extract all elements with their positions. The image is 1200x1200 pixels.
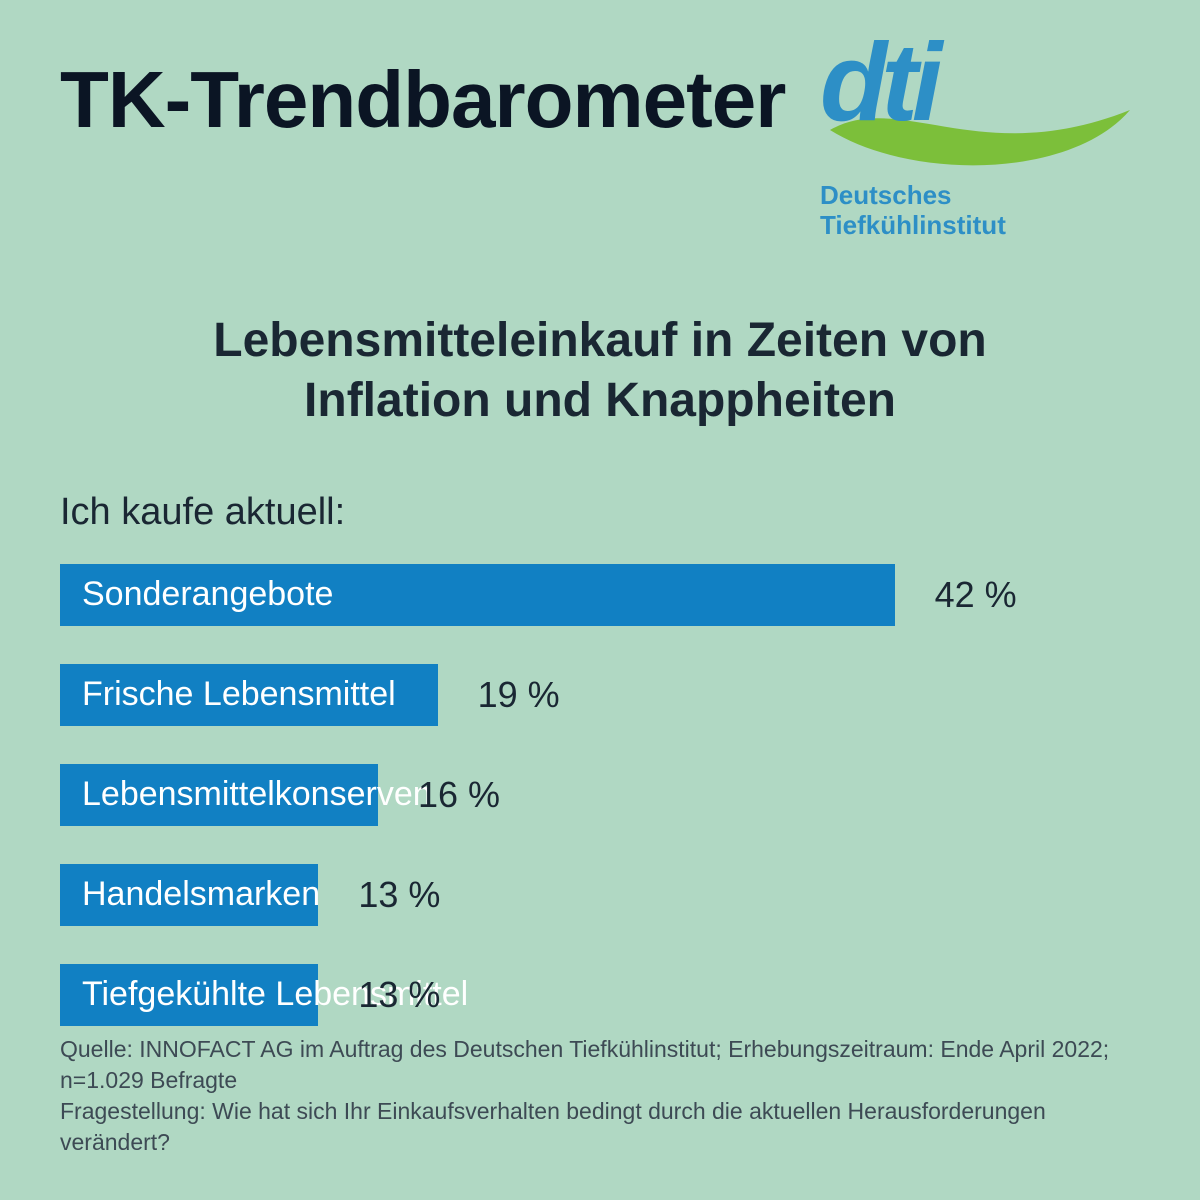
footer-line1: Quelle: INNOFACT AG im Auftrag des Deuts… bbox=[60, 1034, 1140, 1096]
logo-letters: dti bbox=[820, 30, 945, 144]
bar: Sonderangebote bbox=[60, 564, 895, 626]
dti-logo: dti Deutsches Tiefkühlinstitut bbox=[820, 30, 1140, 241]
header-row: TK-Trendbarometer dti Deutsches Tiefkühl… bbox=[60, 60, 1140, 241]
subtitle-line2: Inflation und Knappheiten bbox=[60, 371, 1140, 431]
bar-row: Tiefgekühlte Lebensmittel 13 % bbox=[60, 964, 1140, 1026]
bar-value: 13 % bbox=[358, 874, 440, 916]
bar: Handelsmarken bbox=[60, 864, 318, 926]
dti-logo-svg: dti bbox=[820, 30, 1140, 170]
bar-row: Frische Lebensmittel 19 % bbox=[60, 664, 1140, 726]
bar-chart: Sonderangebote 42 % Frische Lebensmittel 19… bbox=[60, 564, 1140, 1026]
bar-value: 19 % bbox=[478, 674, 560, 716]
subtitle-line1: Lebensmitteleinkauf in Zeiten von bbox=[60, 311, 1140, 371]
bar: Frische Lebensmittel bbox=[60, 664, 438, 726]
infographic-canvas: TK-Trendbarometer dti Deutsches Tiefkühl… bbox=[0, 0, 1200, 1200]
bar-row: Handelsmarken 13 % bbox=[60, 864, 1140, 926]
source-footer: Quelle: INNOFACT AG im Auftrag des Deuts… bbox=[60, 1034, 1140, 1158]
bar: Lebensmittelkonserven bbox=[60, 764, 378, 826]
bar-row: Sonderangebote 42 % bbox=[60, 564, 1140, 626]
bar-row: Lebensmittelkonserven 16 % bbox=[60, 764, 1140, 826]
logo-subtitle: Deutsches Tiefkühlinstitut bbox=[820, 181, 1140, 241]
bar-value: 16 % bbox=[418, 774, 500, 816]
bar-value: 13 % bbox=[358, 974, 440, 1016]
subtitle: Lebensmitteleinkauf in Zeiten von Inflat… bbox=[60, 311, 1140, 431]
logo-sub-line2: Tiefkühlinstitut bbox=[820, 211, 1140, 241]
main-title: TK-Trendbarometer bbox=[60, 60, 785, 140]
footer-line2: Fragestellung: Wie hat sich Ihr Einkaufs… bbox=[60, 1096, 1140, 1158]
chart-prompt: Ich kaufe aktuell: bbox=[60, 491, 1140, 534]
bar-value: 42 % bbox=[935, 574, 1017, 616]
bar: Tiefgekühlte Lebensmittel bbox=[60, 964, 318, 1026]
logo-sub-line1: Deutsches bbox=[820, 181, 1140, 211]
